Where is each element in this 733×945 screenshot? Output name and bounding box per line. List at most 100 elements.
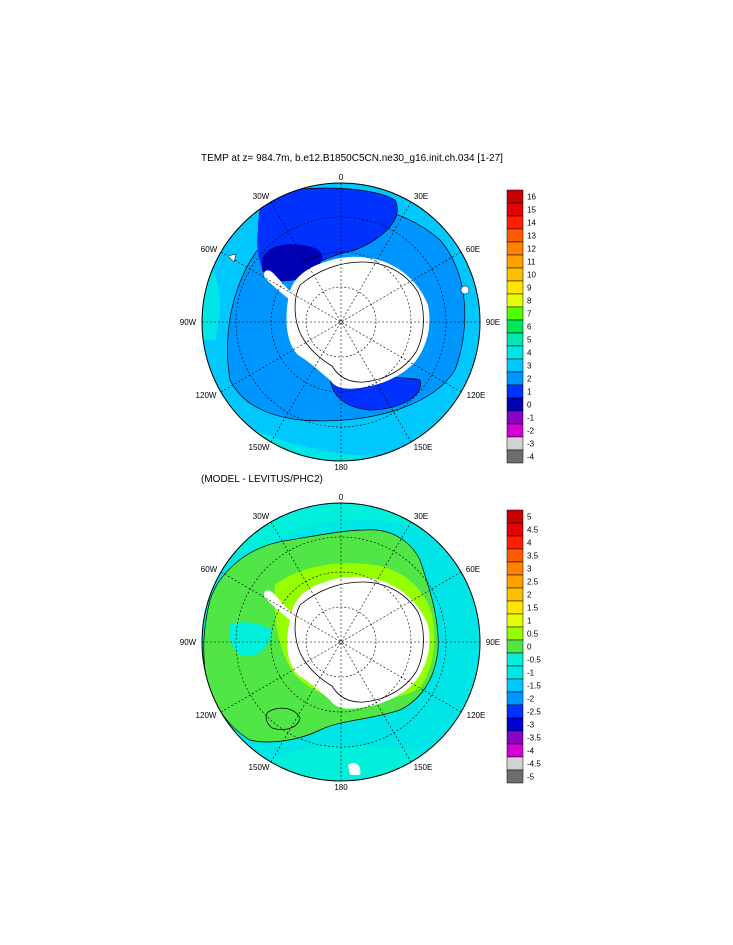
- colorbar-swatch: [506, 449, 524, 464]
- colorbar-label: -1.5: [527, 682, 541, 691]
- colorbar-label: 4: [527, 349, 532, 358]
- colorbar-swatch: [506, 743, 524, 758]
- colorbar-swatch: [506, 267, 524, 282]
- colorbar-swatch: [506, 535, 524, 550]
- colorbar-label: -1: [527, 669, 535, 678]
- colorbar-label: 6: [527, 323, 532, 332]
- lon-label: 180: [334, 463, 348, 472]
- colorbar-swatch: [506, 189, 524, 204]
- colorbar-swatch: [506, 613, 524, 628]
- colorbar-swatch: [506, 652, 524, 667]
- lon-label: 150W: [249, 763, 270, 772]
- polar-map-difference: 0 30E 60E 90E 120E 150E 180 150W 120W 90…: [180, 493, 542, 792]
- colorbar-label: 3: [527, 565, 532, 574]
- lon-label: 0: [339, 493, 344, 502]
- colorbar-label: 10: [527, 271, 536, 280]
- colorbar-label: -2: [527, 695, 535, 704]
- lon-label: 30E: [414, 512, 428, 521]
- panel-title-difference: (MODEL - LEVITUS/PHC2): [201, 474, 323, 485]
- colorbar-label: 4.5: [527, 526, 539, 535]
- colorbar-swatch: [506, 397, 524, 412]
- lon-label: 60W: [201, 565, 218, 574]
- lon-label: 90E: [486, 638, 500, 647]
- panel-title-temp: TEMP at z= 984.7m, b.e12.B1850C5CN.ne30_…: [201, 153, 503, 164]
- colorbar-swatch: [506, 574, 524, 589]
- lon-label: 60W: [201, 245, 218, 254]
- colorbar-swatch: [506, 717, 524, 732]
- lon-label: 180: [334, 783, 348, 792]
- colorbar-swatch: [506, 423, 524, 438]
- colorbar-swatch: [506, 293, 524, 308]
- colorbar-label: 2.5: [527, 578, 539, 587]
- lon-label: 120E: [467, 711, 486, 720]
- lon-label: 150E: [414, 443, 433, 452]
- colorbar-label: 16: [527, 193, 536, 202]
- colorbar-label: 2: [527, 591, 532, 600]
- colorbar-label: 3.5: [527, 552, 539, 561]
- colorbar-swatch: [506, 202, 524, 217]
- colorbar-swatch: [506, 756, 524, 771]
- colorbar-swatch: [506, 678, 524, 693]
- colorbar-swatch: [506, 509, 524, 524]
- colorbar-swatch: [506, 371, 524, 386]
- polar-map-temperature: 0 30E 60E 90E 120E 150E 180 150W 120W 90…: [180, 173, 537, 472]
- colorbar-swatch: [506, 280, 524, 295]
- colorbar-label: -4: [527, 747, 535, 756]
- colorbar-swatch: [506, 587, 524, 602]
- lon-label: 150W: [249, 443, 270, 452]
- colorbar-label: -2.5: [527, 708, 541, 717]
- colorbar-difference: 5 4.5 4 3.5 3 2.5 2 1.5 1 0.5 0 -0.5 -1 -1.5 -2 -2.5 -3 -…: [506, 509, 541, 784]
- colorbar-swatch: [506, 358, 524, 373]
- colorbar-swatch: [506, 241, 524, 256]
- colorbar-label: -4: [527, 453, 535, 462]
- colorbar-swatch: [506, 332, 524, 347]
- colorbar-label: 14: [527, 219, 536, 228]
- colorbar-swatch: [506, 639, 524, 654]
- lon-label: 120W: [196, 391, 217, 400]
- colorbar-label: -3: [527, 440, 535, 449]
- colorbar-label: 3: [527, 362, 532, 371]
- longitude-labels-top: 0 30E 60E 90E 120E 150E 180 150W 120W 90…: [180, 173, 500, 472]
- colorbar-label: 0: [527, 401, 532, 410]
- lon-label: 90W: [180, 318, 197, 327]
- colorbar-label: 15: [527, 206, 536, 215]
- lon-label: 90E: [486, 318, 500, 327]
- lon-label: 0: [339, 173, 344, 182]
- colorbar-label: -3: [527, 721, 535, 730]
- colorbar-swatch: [506, 600, 524, 615]
- lon-label: 90W: [180, 638, 197, 647]
- colorbar-swatch: [506, 626, 524, 641]
- colorbar-swatch: [506, 384, 524, 399]
- lon-label: 150E: [414, 763, 433, 772]
- colorbar-label: -3.5: [527, 734, 541, 743]
- colorbar-label: 1.5: [527, 604, 539, 613]
- colorbar-swatch: [506, 522, 524, 537]
- colorbar-swatch: [506, 228, 524, 243]
- colorbar-swatch: [506, 561, 524, 576]
- colorbar-label: 0.5: [527, 630, 539, 639]
- colorbar-label: 2: [527, 375, 532, 384]
- colorbar-label: -4.5: [527, 760, 541, 769]
- colorbar-swatch: [506, 704, 524, 719]
- colorbar-label: 4: [527, 539, 532, 548]
- colorbar-swatch: [506, 665, 524, 680]
- colorbar-label: 1: [527, 388, 532, 397]
- colorbar-label: -1: [527, 414, 535, 423]
- colorbar-label: 1: [527, 617, 532, 626]
- colorbar-swatch: [506, 215, 524, 230]
- colorbar-swatch: [506, 436, 524, 451]
- lon-label: 60E: [466, 565, 480, 574]
- colorbar-label: 8: [527, 297, 532, 306]
- colorbar-swatch: [506, 319, 524, 334]
- colorbar-swatch: [506, 410, 524, 425]
- longitude-labels-bottom: 0 30E 60E 90E 120E 150E 180 150W 120W 90…: [180, 493, 500, 792]
- colorbar-swatch: [506, 691, 524, 706]
- colorbar-label: 13: [527, 232, 536, 241]
- colorbar-label: 5: [527, 513, 532, 522]
- lon-label: 120E: [467, 391, 486, 400]
- colorbar-label: 7: [527, 310, 532, 319]
- colorbar-label: 11: [527, 258, 536, 267]
- colorbar-label: 5: [527, 336, 532, 345]
